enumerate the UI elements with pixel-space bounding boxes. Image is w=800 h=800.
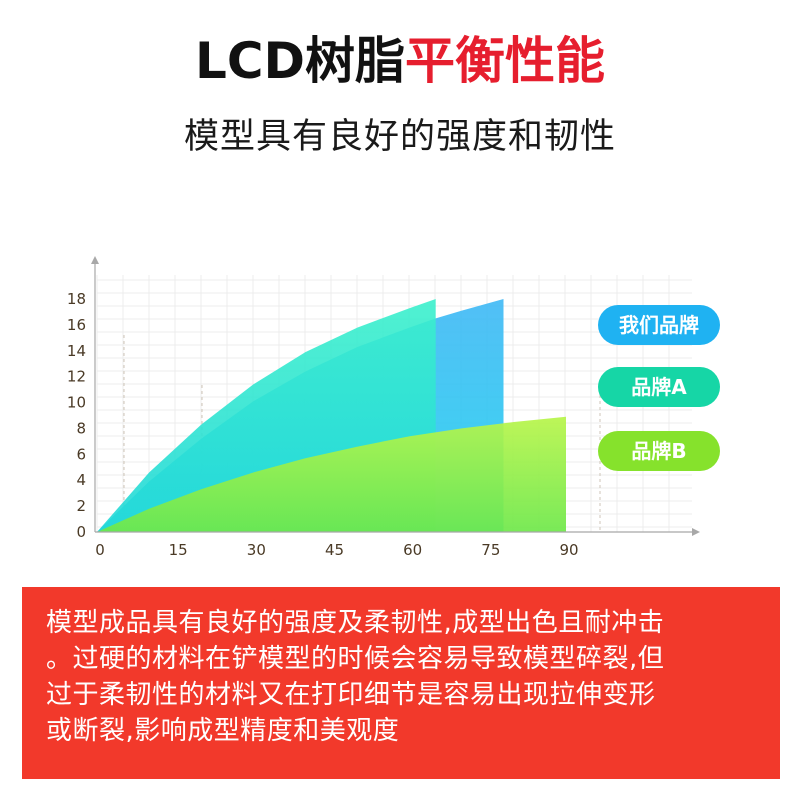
x-tick-label: 30 <box>247 541 266 559</box>
x-tick-label: 60 <box>403 541 422 559</box>
title-main: LCD树脂 <box>194 32 406 90</box>
x-tick-label: 0 <box>95 541 105 559</box>
description-line: 。过硬的材料在铲模型的时候会容易导致模型碎裂,但 <box>46 644 665 674</box>
legend-item: 我们品牌 <box>598 305 720 345</box>
legend-label: 品牌B <box>631 439 686 463</box>
description-line: 或断裂,影响成型精度和美观度 <box>46 716 400 746</box>
y-tick-label: 6 <box>76 445 86 463</box>
y-axis-arrow <box>91 256 99 264</box>
description-line: 模型成品具有良好的强度及柔韧性,成型出色且耐冲击 <box>46 608 665 638</box>
y-tick-label: 18 <box>67 290 86 308</box>
legend-pill <box>598 367 720 407</box>
x-tick-label: 45 <box>325 541 344 559</box>
page-subtitle: 模型具有良好的强度和韧性 <box>183 117 616 157</box>
y-tick-label: 4 <box>76 471 86 489</box>
legend-item: 品牌B <box>598 431 720 471</box>
chart-series <box>97 299 566 532</box>
y-tick-label: 8 <box>76 419 86 437</box>
y-tick-label: 16 <box>67 316 86 334</box>
description-line: 过于柔韧性的材料又在打印细节是容易出现拉伸变形 <box>46 680 656 710</box>
page-title: LCD树脂平衡性能 <box>0 36 800 86</box>
y-tick-label: 14 <box>67 342 86 360</box>
description-box: 模型成品具有良好的强度及柔韧性,成型出色且耐冲击 。过硬的材料在铲模型的时候会容… <box>22 587 780 779</box>
legend-item: 品牌A <box>598 367 720 407</box>
y-tick-label: 2 <box>76 497 86 515</box>
series-area <box>97 416 566 532</box>
x-tick-label: 15 <box>169 541 188 559</box>
y-tick-label: 0 <box>76 523 86 541</box>
y-tick-label: 10 <box>67 394 86 412</box>
legend-pill <box>598 305 720 345</box>
chart-axes: 0 2 4 6 8 10 12 14 16 18 0 15 30 45 60 75 90 <box>67 256 700 559</box>
x-tick-label: 90 <box>559 541 578 559</box>
y-tick-label: 12 <box>67 368 86 386</box>
x-tick-label: 75 <box>481 541 500 559</box>
legend-label: 我们品牌 <box>619 313 699 337</box>
legend-label: 品牌A <box>631 375 687 399</box>
x-axis-arrow <box>692 528 700 536</box>
legend-pill <box>598 431 720 471</box>
title-accent: 平衡性能 <box>405 32 606 90</box>
